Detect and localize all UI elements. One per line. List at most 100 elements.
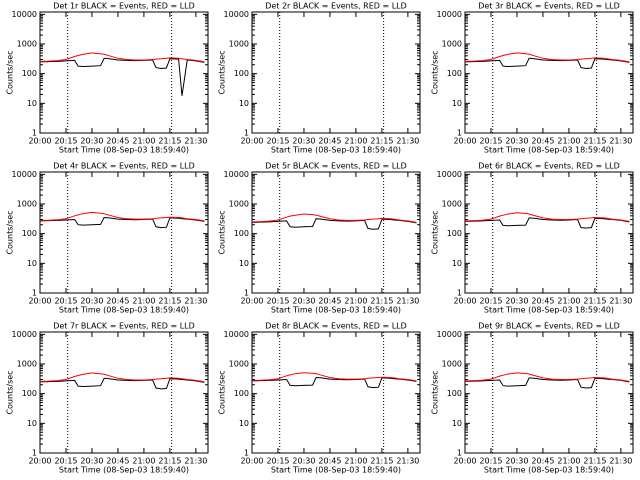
series-line bbox=[251, 218, 417, 230]
x-tick-label: 21:15 bbox=[583, 137, 606, 146]
x-tick-label: 20:45 bbox=[106, 137, 129, 146]
x-tick-label: 20:45 bbox=[318, 137, 341, 146]
x-tick-label: 20:30 bbox=[505, 137, 528, 146]
x-tick-label: 20:15 bbox=[479, 137, 502, 146]
x-axis-label: Start Time (08-Sep-03 18:59:40) bbox=[271, 306, 401, 315]
x-tick-label: 21:30 bbox=[396, 297, 419, 306]
series-line bbox=[464, 217, 630, 229]
x-tick-label: 20:00 bbox=[28, 297, 51, 306]
series-line bbox=[464, 372, 630, 382]
y-tick-label: 10000 bbox=[437, 10, 462, 19]
plot-frame bbox=[251, 171, 421, 294]
y-tick-label: 1 bbox=[244, 449, 249, 458]
x-tick-label: 20:45 bbox=[106, 457, 129, 466]
x-tick-label: 20:30 bbox=[292, 297, 315, 306]
series-line bbox=[39, 216, 205, 229]
y-tick-label: 100 bbox=[447, 389, 462, 398]
x-axis-label: Start Time (08-Sep-03 18:59:40) bbox=[59, 466, 189, 475]
panel: Det 3r BLACK = Events, RED = LLD 1 10 100 10… bbox=[431, 2, 634, 155]
y-tick-label: 10000 bbox=[12, 330, 37, 339]
panel-title: Det 4r BLACK = Events, RED = LLD bbox=[53, 162, 195, 171]
series-line bbox=[464, 377, 630, 389]
x-tick-label: 21:15 bbox=[158, 297, 181, 306]
x-tick-label: 20:15 bbox=[54, 457, 77, 466]
panel-title: Det 3r BLACK = Events, RED = LLD bbox=[478, 2, 620, 11]
y-tick-label: 10000 bbox=[224, 170, 249, 179]
y-axis-label: Counts/sec bbox=[6, 370, 15, 414]
plot-frame bbox=[464, 171, 634, 294]
y-tick-label: 100 bbox=[22, 229, 37, 238]
panel-title: Det 7r BLACK = Events, RED = LLD bbox=[53, 322, 195, 331]
y-tick-label: 100 bbox=[22, 389, 37, 398]
x-tick-label: 20:30 bbox=[505, 457, 528, 466]
x-tick-label: 20:00 bbox=[240, 297, 263, 306]
series-line bbox=[251, 376, 417, 389]
y-tick-label: 100 bbox=[447, 69, 462, 78]
x-tick-label: 20:00 bbox=[28, 137, 51, 146]
y-tick-label: 1000 bbox=[442, 40, 462, 49]
x-tick-label: 21:00 bbox=[344, 457, 367, 466]
y-tick-label: 10 bbox=[452, 99, 462, 108]
x-tick-label: 21:00 bbox=[132, 297, 155, 306]
y-axis-label: Counts/sec bbox=[431, 210, 440, 254]
series-line bbox=[251, 372, 417, 382]
x-axis-label: Start Time (08-Sep-03 18:59:40) bbox=[484, 466, 614, 475]
x-tick-label: 21:00 bbox=[132, 457, 155, 466]
panel-title: Det 1r BLACK = Events, RED = LLD bbox=[53, 2, 195, 11]
x-tick-label: 20:30 bbox=[292, 457, 315, 466]
x-axis-label: Start Time (08-Sep-03 18:59:40) bbox=[484, 146, 614, 155]
panel: Det 9r BLACK = Events, RED = LLD 1 10 100 10… bbox=[431, 322, 634, 475]
series-line bbox=[39, 211, 205, 222]
x-tick-label: 21:15 bbox=[158, 137, 181, 146]
x-axis-label: Start Time (08-Sep-03 18:59:40) bbox=[59, 146, 189, 155]
x-axis-label: Start Time (08-Sep-03 18:59:40) bbox=[484, 306, 614, 315]
y-tick-label: 1000 bbox=[17, 360, 37, 369]
series-line bbox=[464, 57, 630, 70]
x-tick-label: 20:45 bbox=[531, 297, 554, 306]
y-tick-label: 10000 bbox=[224, 10, 249, 19]
x-tick-label: 20:15 bbox=[266, 457, 289, 466]
x-tick-label: 20:00 bbox=[28, 457, 51, 466]
x-tick-label: 21:15 bbox=[583, 297, 606, 306]
panel-title: Det 8r BLACK = Events, RED = LLD bbox=[265, 322, 407, 331]
series-line bbox=[39, 52, 205, 63]
y-tick-label: 100 bbox=[234, 389, 249, 398]
y-tick-label: 100 bbox=[234, 69, 249, 78]
panel: Det 6r BLACK = Events, RED = LLD 1 10 100 10… bbox=[431, 162, 634, 315]
x-tick-label: 20:30 bbox=[505, 297, 528, 306]
x-tick-label: 21:00 bbox=[344, 297, 367, 306]
y-axis-label: Counts/sec bbox=[431, 50, 440, 94]
x-tick-label: 20:00 bbox=[240, 137, 263, 146]
y-axis-label: Counts/sec bbox=[218, 370, 227, 414]
x-tick-label: 21:15 bbox=[158, 457, 181, 466]
panel-title: Det 6r BLACK = Events, RED = LLD bbox=[478, 162, 620, 171]
y-tick-label: 1 bbox=[457, 449, 462, 458]
series-line bbox=[39, 57, 205, 96]
x-tick-label: 21:15 bbox=[583, 457, 606, 466]
y-tick-label: 1000 bbox=[229, 40, 249, 49]
y-tick-label: 1000 bbox=[442, 360, 462, 369]
x-tick-label: 21:30 bbox=[609, 297, 632, 306]
x-axis-label: Start Time (08-Sep-03 18:59:40) bbox=[271, 146, 401, 155]
y-tick-label: 10 bbox=[239, 99, 249, 108]
x-tick-label: 20:45 bbox=[106, 297, 129, 306]
y-tick-label: 1 bbox=[457, 129, 462, 138]
x-tick-label: 20:30 bbox=[292, 137, 315, 146]
y-tick-label: 10000 bbox=[12, 170, 37, 179]
plot-frame bbox=[39, 11, 209, 134]
y-tick-label: 10000 bbox=[437, 170, 462, 179]
x-tick-label: 21:30 bbox=[396, 457, 419, 466]
plot-frame bbox=[251, 11, 421, 134]
x-tick-label: 20:45 bbox=[318, 297, 341, 306]
plot-frame bbox=[464, 331, 634, 454]
panel-title: Det 9r BLACK = Events, RED = LLD bbox=[478, 322, 620, 331]
series-line bbox=[251, 213, 417, 223]
x-tick-label: 21:30 bbox=[396, 137, 419, 146]
y-tick-label: 10 bbox=[452, 419, 462, 428]
y-tick-label: 10000 bbox=[12, 10, 37, 19]
x-tick-label: 21:30 bbox=[609, 137, 632, 146]
x-tick-label: 20:45 bbox=[318, 457, 341, 466]
x-tick-label: 20:45 bbox=[531, 457, 554, 466]
y-tick-label: 1 bbox=[32, 129, 37, 138]
y-tick-label: 1 bbox=[32, 289, 37, 298]
